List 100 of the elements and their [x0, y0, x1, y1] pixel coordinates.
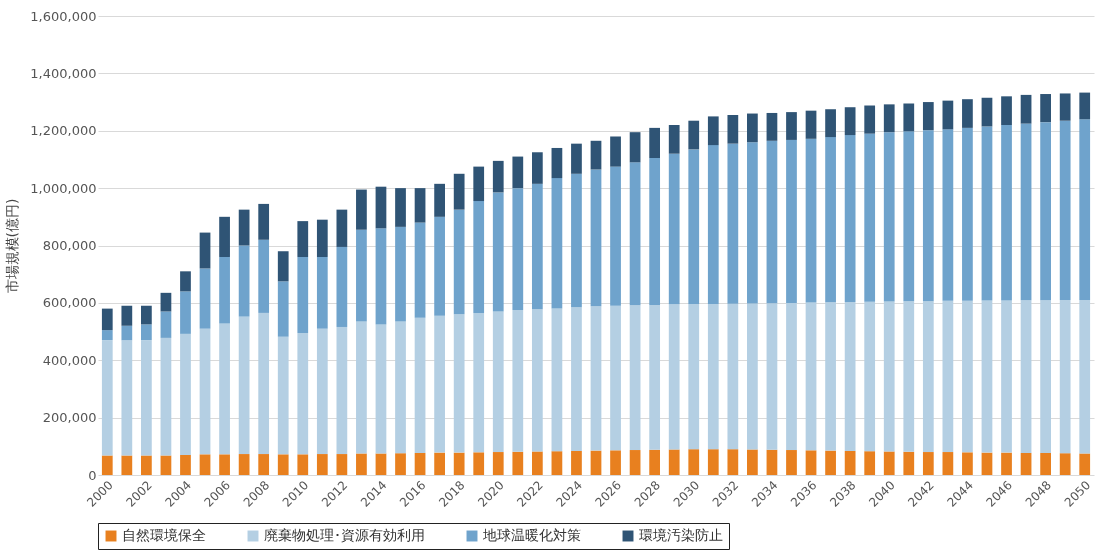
bar	[590, 169, 602, 307]
bar	[844, 302, 856, 451]
bar	[590, 140, 602, 170]
bar	[141, 455, 152, 475]
bar	[629, 162, 641, 306]
bar	[922, 452, 934, 475]
bar	[1020, 300, 1032, 453]
bar	[219, 256, 230, 324]
bar	[668, 125, 680, 154]
bar	[414, 222, 426, 318]
bar	[883, 451, 895, 475]
bar	[1040, 300, 1051, 453]
bar	[238, 316, 250, 455]
bar	[1059, 93, 1071, 121]
bar	[805, 138, 817, 303]
bar	[1059, 120, 1071, 301]
bar	[258, 454, 270, 475]
bar	[336, 326, 348, 455]
bar	[668, 304, 680, 450]
bar	[649, 158, 661, 305]
bar	[864, 105, 876, 134]
bar	[277, 454, 289, 475]
bar	[962, 127, 973, 301]
bar	[1079, 119, 1091, 301]
bar	[786, 302, 797, 451]
bar	[903, 451, 915, 475]
bar	[473, 312, 485, 453]
bar	[512, 310, 524, 452]
bar	[649, 449, 661, 475]
bar	[590, 450, 602, 475]
bar	[981, 300, 993, 453]
bar	[786, 139, 797, 303]
bar	[707, 145, 719, 305]
bar	[903, 301, 915, 452]
bar	[531, 152, 543, 184]
bar	[219, 323, 230, 455]
legend-label: 環境汚染防止	[639, 527, 723, 543]
bar	[825, 302, 836, 451]
bar	[1001, 300, 1012, 453]
y-tick-label: 0	[88, 467, 97, 483]
bar	[219, 454, 230, 475]
bar	[883, 132, 895, 302]
bar	[101, 340, 113, 456]
bar	[238, 209, 250, 246]
bar	[1001, 96, 1012, 126]
legend-label: 地球温暖化対策	[482, 527, 581, 543]
bar	[512, 188, 524, 311]
bar	[101, 455, 113, 475]
bar	[571, 307, 582, 451]
bar	[101, 308, 113, 331]
bar	[141, 324, 152, 341]
bar	[844, 107, 856, 136]
bar	[121, 340, 133, 456]
bar	[473, 452, 485, 475]
bar	[375, 186, 387, 229]
bar	[1001, 125, 1012, 301]
bar	[512, 156, 524, 189]
bar	[1079, 92, 1091, 120]
bar	[414, 452, 426, 475]
bar	[962, 99, 973, 128]
bar	[942, 100, 954, 130]
bar	[864, 301, 876, 452]
bar	[864, 133, 876, 302]
bar	[277, 251, 289, 282]
bar	[1001, 452, 1012, 475]
bar	[434, 315, 445, 453]
bar	[199, 328, 211, 455]
bar	[688, 149, 700, 305]
bar	[238, 454, 250, 475]
bar	[277, 281, 289, 337]
bar	[747, 142, 758, 304]
bar	[668, 449, 680, 475]
bar	[160, 337, 172, 456]
bar	[180, 291, 191, 334]
bar	[571, 450, 582, 475]
bar	[844, 135, 856, 303]
bar	[258, 239, 270, 313]
bar	[825, 137, 836, 303]
bar	[551, 178, 563, 309]
bar	[727, 303, 739, 450]
bar	[571, 173, 582, 308]
bar	[629, 450, 641, 475]
bar	[707, 304, 719, 450]
bar	[258, 312, 270, 455]
bar	[473, 201, 485, 313]
bar	[316, 219, 328, 257]
bar	[962, 452, 973, 475]
bar	[160, 292, 172, 312]
y-tick-label: 1,600,000	[30, 8, 97, 24]
bar	[1059, 300, 1071, 454]
bar	[727, 143, 739, 304]
bar	[903, 103, 915, 132]
y-tick-label: 600,000	[42, 295, 97, 311]
bar	[297, 256, 309, 333]
bar	[610, 166, 621, 306]
bar	[629, 132, 641, 163]
bar	[805, 450, 817, 475]
bar	[531, 183, 543, 310]
bar	[1079, 300, 1091, 454]
bar	[571, 143, 582, 174]
